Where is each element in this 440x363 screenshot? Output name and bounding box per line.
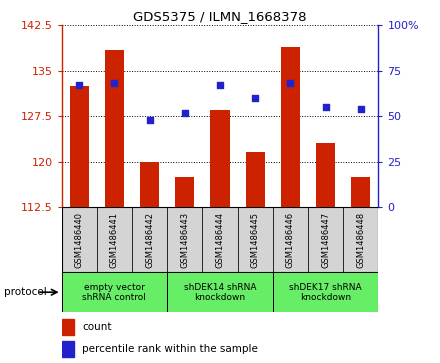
Text: shDEK17 shRNA
knockdown: shDEK17 shRNA knockdown [289,282,362,302]
Bar [167,272,273,312]
Bar [167,207,202,272]
Bar [140,162,159,207]
Text: count: count [82,322,112,332]
Point [181,110,188,115]
Text: shDEK14 shRNA
knockdown: shDEK14 shRNA knockdown [184,282,256,302]
Title: GDS5375 / ILMN_1668378: GDS5375 / ILMN_1668378 [133,10,307,23]
Text: protocol: protocol [4,287,47,297]
Bar [273,272,378,312]
Text: GSM1486445: GSM1486445 [251,212,260,268]
Text: empty vector
shRNA control: empty vector shRNA control [82,282,147,302]
Bar [132,207,167,272]
Bar [273,207,308,272]
Bar [105,50,124,207]
Bar [246,152,265,207]
Point [111,81,118,86]
Bar [62,319,74,335]
Bar [70,86,89,207]
Bar [238,207,273,272]
Text: percentile rank within the sample: percentile rank within the sample [82,344,258,354]
Text: GSM1486446: GSM1486446 [286,212,295,268]
Text: GSM1486443: GSM1486443 [180,212,189,268]
Bar [281,46,300,207]
Bar [97,207,132,272]
Point [252,95,259,101]
Bar [202,207,238,272]
Point [216,82,224,88]
Text: GSM1486441: GSM1486441 [110,212,119,268]
Point [357,106,364,112]
Bar [308,207,343,272]
Text: GSM1486447: GSM1486447 [321,212,330,268]
Bar [62,340,74,357]
Text: GSM1486444: GSM1486444 [216,212,224,268]
Point [146,117,153,123]
Bar [62,207,97,272]
Bar [210,110,230,207]
Text: GSM1486442: GSM1486442 [145,212,154,268]
Point [76,82,83,88]
Bar [175,177,194,207]
Text: GSM1486440: GSM1486440 [75,212,84,268]
Text: GSM1486448: GSM1486448 [356,212,365,268]
Bar [351,177,370,207]
Bar [316,143,335,207]
Point [287,81,294,86]
Bar [343,207,378,272]
Bar [62,272,167,312]
Point [322,104,329,110]
